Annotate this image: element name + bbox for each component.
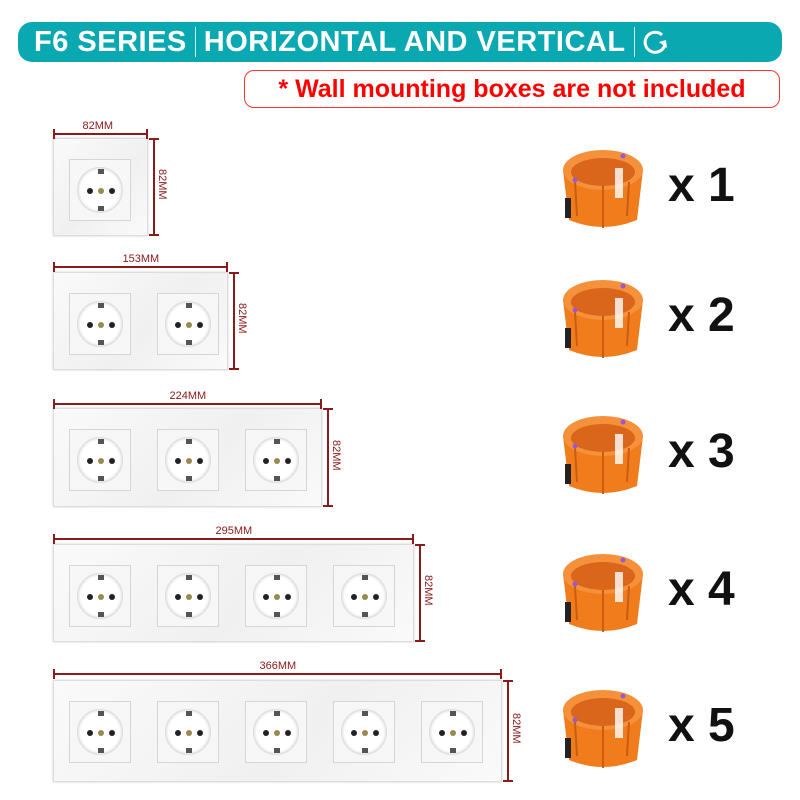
schuko-socket-icon (165, 301, 211, 347)
schuko-socket-icon (341, 709, 387, 755)
schuko-socket-icon (253, 709, 299, 755)
socket-panel (53, 272, 228, 370)
title-banner: F6 SERIES HORIZONTAL AND VERTICAL (18, 22, 782, 62)
wall-mounting-box-icon (555, 408, 651, 500)
schuko-socket-icon (77, 437, 123, 483)
height-dimension-line (323, 408, 333, 507)
socket-module (245, 701, 307, 763)
socket-module (157, 293, 219, 355)
height-dimension-line (415, 544, 425, 642)
height-label: 82MM (510, 713, 522, 744)
width-dimension-line (53, 669, 502, 679)
width-label: 153MM (122, 253, 160, 265)
height-dimension-line (149, 138, 159, 236)
width-dimension-line (53, 262, 228, 272)
socket-module (69, 293, 131, 355)
schuko-socket-icon (77, 709, 123, 755)
socket-panel (53, 138, 148, 236)
box-quantity: x 1 (668, 159, 735, 212)
socket-panel (53, 408, 322, 507)
box-quantity: x 3 (668, 425, 735, 478)
schuko-socket-icon (429, 709, 475, 755)
socket-module (157, 429, 219, 491)
banner-title: HORIZONTAL AND VERTICAL (203, 25, 626, 58)
socket-module (69, 565, 131, 627)
width-label: 366MM (259, 660, 297, 672)
rotate-icon (635, 27, 675, 57)
schuko-socket-icon (165, 573, 211, 619)
socket-panel (53, 680, 502, 782)
socket-module (69, 701, 131, 763)
box-quantity: x 4 (668, 563, 735, 616)
box-quantity: x 5 (668, 699, 735, 752)
height-label: 82MM (236, 303, 248, 334)
disclaimer-note: * Wall mounting boxes are not included (244, 70, 780, 108)
socket-module (245, 429, 307, 491)
height-label: 82MM (422, 575, 434, 606)
box-quantity: x 2 (668, 289, 735, 342)
socket-module (333, 565, 395, 627)
socket-module (157, 565, 219, 627)
height-dimension-line (229, 272, 239, 370)
schuko-socket-icon (253, 437, 299, 483)
width-label: 82MM (82, 120, 114, 132)
schuko-socket-icon (253, 573, 299, 619)
socket-module (421, 701, 483, 763)
width-dimension-line (53, 129, 148, 139)
schuko-socket-icon (77, 167, 123, 213)
schuko-socket-icon (341, 573, 387, 619)
socket-module (157, 701, 219, 763)
schuko-socket-icon (77, 573, 123, 619)
schuko-socket-icon (165, 437, 211, 483)
socket-panel (53, 544, 414, 642)
width-dimension-line (53, 399, 322, 409)
wall-mounting-box-icon (555, 272, 651, 364)
schuko-socket-icon (165, 709, 211, 755)
socket-module (69, 429, 131, 491)
width-label: 295MM (215, 525, 253, 537)
divider (633, 27, 635, 57)
width-label: 224MM (169, 390, 207, 402)
height-dimension-line (503, 680, 513, 782)
wall-mounting-box-icon (555, 682, 651, 774)
series-label: F6 SERIES (34, 25, 187, 58)
height-label: 82MM (330, 439, 342, 471)
height-label: 82MM (156, 169, 168, 200)
socket-module (69, 159, 131, 221)
wall-mounting-box-icon (555, 546, 651, 638)
wall-mounting-box-icon (555, 142, 651, 234)
width-dimension-line (53, 534, 414, 544)
socket-module (333, 701, 395, 763)
schuko-socket-icon (77, 301, 123, 347)
divider (194, 27, 196, 57)
socket-module (245, 565, 307, 627)
